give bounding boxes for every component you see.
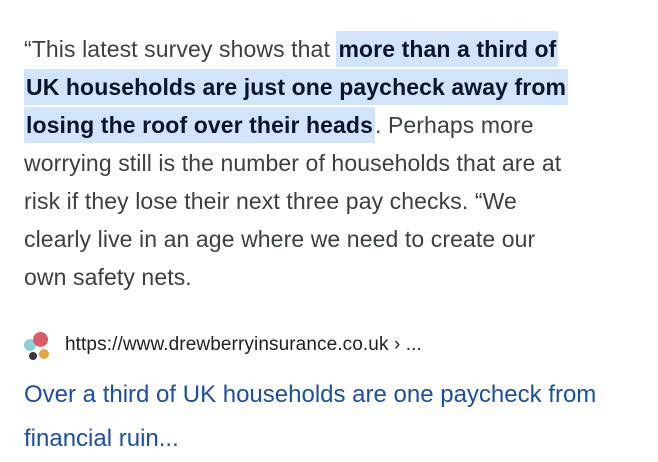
result-title-link[interactable]: Over a third of UK households are one pa… <box>24 381 597 452</box>
snippet-quote-text: “This latest survey shows that more than… <box>24 30 576 296</box>
snippet-text-rest: . Perhaps more worrying still is the num… <box>24 112 562 290</box>
featured-snippet-result: “This latest survey shows that more than… <box>0 30 658 461</box>
favicon-red-dot <box>33 332 48 347</box>
favicon-dark-dot <box>29 352 37 360</box>
site-favicon-icon <box>19 330 49 360</box>
favicon-orange-dot <box>39 349 49 359</box>
result-source-row[interactable]: https://www.drewberryinsurance.co.uk › .… <box>24 330 634 360</box>
result-url[interactable]: https://www.drewberryinsurance.co.uk › .… <box>65 334 422 355</box>
snippet-text-lead: “This latest survey shows that <box>24 36 337 62</box>
